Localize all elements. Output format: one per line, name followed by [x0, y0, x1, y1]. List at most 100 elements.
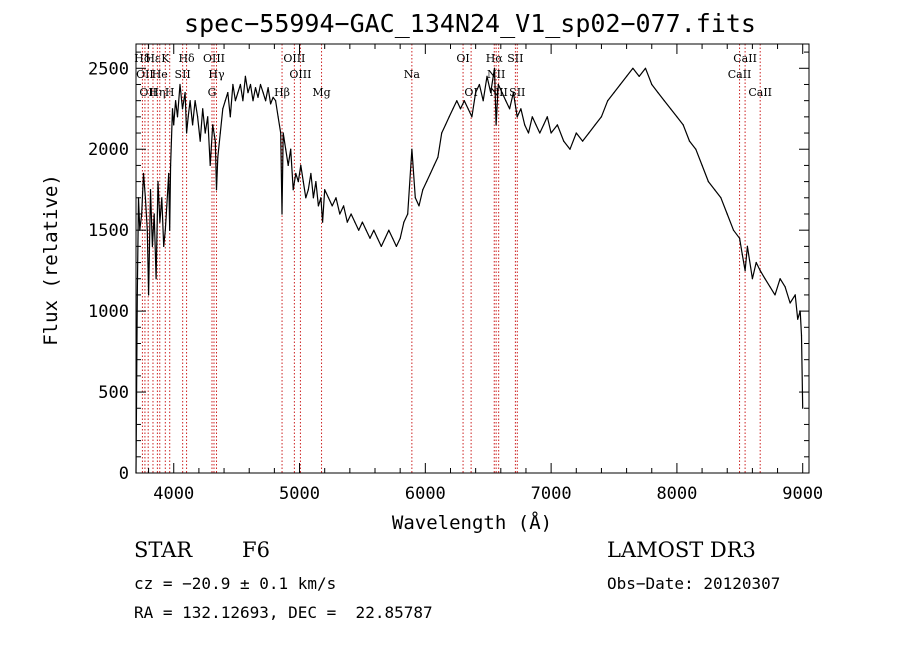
data-point-0-26: [179, 83, 181, 86]
data-point-0-34: [197, 116, 199, 118]
data-point-0-77: [300, 164, 302, 166]
line-label-11: Hγ: [208, 68, 225, 81]
data-point-0-54: [244, 75, 246, 77]
spectral-line-markers: [141, 44, 761, 473]
data-point-0-89: [331, 205, 333, 207]
data-point-0-135: [501, 92, 503, 94]
data-point-0-28: [184, 92, 186, 94]
data-point-0-53: [242, 100, 244, 102]
data-point-0-36: [202, 108, 204, 110]
data-point-0-119: [444, 124, 447, 126]
data-point-0-72: [287, 164, 289, 166]
line-label-5: K: [161, 52, 170, 65]
line-label-1: OII: [136, 68, 154, 81]
data-point-0-120: [448, 116, 450, 118]
data-point-0-41: [214, 140, 216, 142]
data-point-0-106: [395, 245, 397, 247]
data-point-0-127: [475, 92, 477, 94]
data-point-0-51: [237, 92, 239, 94]
line-label-21: NII: [487, 68, 505, 81]
data-point-0-11: [153, 213, 155, 215]
data-point-0-98: [365, 229, 367, 231]
data-point-0-153: [582, 140, 584, 142]
data-point-0-78: [302, 181, 304, 183]
data-point-0-46: [224, 100, 226, 102]
data-point-0-121: [452, 108, 454, 110]
data-point-0-88: [327, 197, 330, 199]
data-point-0-142: [527, 132, 530, 134]
data-point-0-145: [539, 132, 541, 134]
data-point-0-35: [199, 140, 201, 142]
line-label-17: Na: [404, 68, 421, 81]
line-label-7: H: [165, 86, 175, 99]
x-axis-ticks: 4000 5000 6000 7000 8000 9000: [148, 44, 823, 504]
y-tick-label-2: 1000: [88, 302, 129, 322]
data-point-0-7: [146, 229, 148, 231]
data-point-0-137: [509, 108, 511, 110]
line-label-15: OIII: [289, 68, 311, 81]
x-tick-label-1: 5000: [279, 484, 320, 504]
data-point-0-172: [701, 164, 703, 166]
data-point-0-69: [281, 213, 283, 215]
data-point-0-38: [207, 116, 209, 118]
data-point-0-167: [670, 108, 672, 110]
y-axis-ticks: 0 500 1000 1500 2000 2500: [88, 51, 809, 484]
data-point-0-93: [346, 221, 348, 223]
data-point-0-117: [437, 156, 439, 158]
data-point-0-141: [524, 124, 526, 126]
line-label-25: CaII: [728, 68, 752, 81]
data-point-0-14: [159, 221, 161, 223]
data-point-0-61: [262, 92, 264, 94]
data-point-0-50: [234, 100, 236, 102]
redshift-value: cz = −20.9 ± 0.1 km/s: [134, 574, 337, 593]
data-point-0-143: [531, 116, 533, 118]
data-point-0-55: [247, 92, 249, 94]
data-point-0-8: [148, 294, 150, 296]
data-point-0-68: [280, 132, 282, 134]
data-point-0-134: [497, 83, 499, 86]
data-point-0-191: [794, 294, 796, 296]
data-point-0-66: [275, 100, 277, 102]
data-point-0-83: [315, 181, 317, 183]
data-point-0-56: [249, 83, 252, 86]
data-point-0-87: [324, 189, 326, 191]
x-axis-label: Wavelength (Å): [392, 511, 552, 534]
data-point-0-186: [769, 286, 771, 288]
survey-name: LAMOST DR3: [607, 538, 756, 562]
y-tick-label-1: 500: [98, 383, 129, 403]
data-point-0-4: [141, 213, 143, 215]
data-point-0-166: [663, 100, 665, 102]
data-point-0-19: [168, 172, 170, 175]
line-label-16: Mg: [312, 86, 330, 99]
data-point-0-33: [194, 100, 196, 102]
line-label-19: OI: [464, 86, 477, 99]
data-point-0-194: [800, 334, 803, 336]
line-label-9: Hδ: [178, 52, 195, 65]
x-tick-label-0: 4000: [153, 484, 194, 504]
data-point-0-5: [142, 172, 145, 175]
data-point-0-171: [695, 148, 697, 150]
data-point-0-187: [774, 294, 776, 296]
data-point-0-73: [290, 148, 292, 150]
line-label-18: OI: [456, 52, 469, 65]
data-point-0-24: [175, 100, 177, 102]
data-point-0-6: [144, 197, 146, 199]
data-point-0-122: [456, 100, 458, 102]
data-point-0-67: [277, 116, 279, 118]
data-point-0-170: [688, 140, 691, 142]
data-point-0-146: [543, 124, 545, 126]
data-point-0-169: [682, 124, 684, 126]
data-point-0-94: [350, 213, 352, 215]
line-label-12: G: [208, 86, 217, 99]
data-point-0-147: [546, 116, 548, 118]
data-point-0-70: [282, 132, 284, 134]
x-tick-label-2: 6000: [405, 484, 446, 504]
line-label-20: Hα: [486, 52, 504, 65]
data-point-0-64: [270, 103, 272, 105]
data-point-0-9: [149, 189, 152, 191]
data-point-0-42: [215, 189, 218, 191]
data-point-0-52: [239, 83, 241, 86]
data-point-0-184: [759, 270, 761, 272]
